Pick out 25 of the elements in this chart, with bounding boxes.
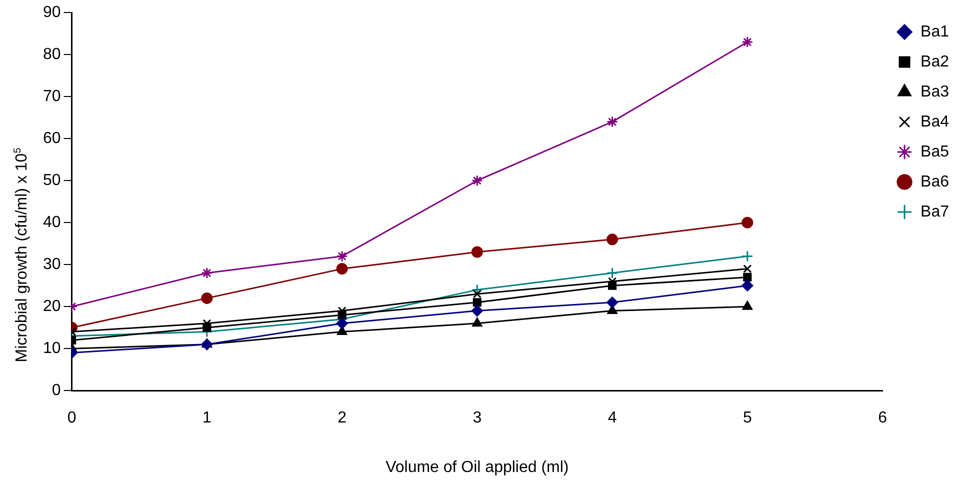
legend-label: Ba5 (920, 143, 950, 160)
y-tick-label: 70 (43, 88, 61, 106)
legend-label: Ba7 (920, 203, 950, 220)
legend-label: Ba6 (920, 173, 950, 190)
legend-label: Ba1 (920, 23, 950, 40)
y-tick-label: 20 (43, 298, 61, 316)
x-tick-label: 5 (742, 410, 752, 427)
x-axis-title: Volume of Oil applied (ml) (386, 458, 569, 476)
x-tick-label: 4 (608, 410, 617, 427)
x-tick-label: 3 (472, 410, 482, 427)
y-tick-label: 80 (43, 46, 61, 64)
x-tick-label: 0 (67, 410, 76, 427)
y-tick-label: 50 (43, 172, 61, 190)
x-tick-label: 6 (878, 410, 888, 427)
y-tick-label: 90 (43, 4, 61, 22)
x-tick-label: 2 (338, 410, 347, 427)
legend-label: Ba4 (920, 113, 950, 130)
y-tick-label: 40 (43, 214, 61, 232)
y-tick-label: 60 (43, 130, 61, 148)
y-tick-label: 30 (43, 256, 61, 274)
x-tick-label: 1 (202, 410, 212, 427)
y-tick-label: 0 (52, 382, 61, 400)
legend-label: Ba3 (920, 83, 950, 100)
legend-label: Ba2 (920, 53, 950, 70)
y-tick-label: 10 (43, 340, 61, 358)
